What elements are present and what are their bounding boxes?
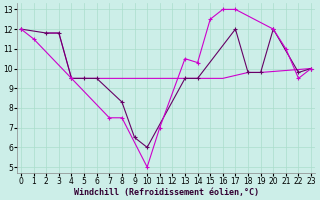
X-axis label: Windchill (Refroidissement éolien,°C): Windchill (Refroidissement éolien,°C) (74, 188, 259, 197)
